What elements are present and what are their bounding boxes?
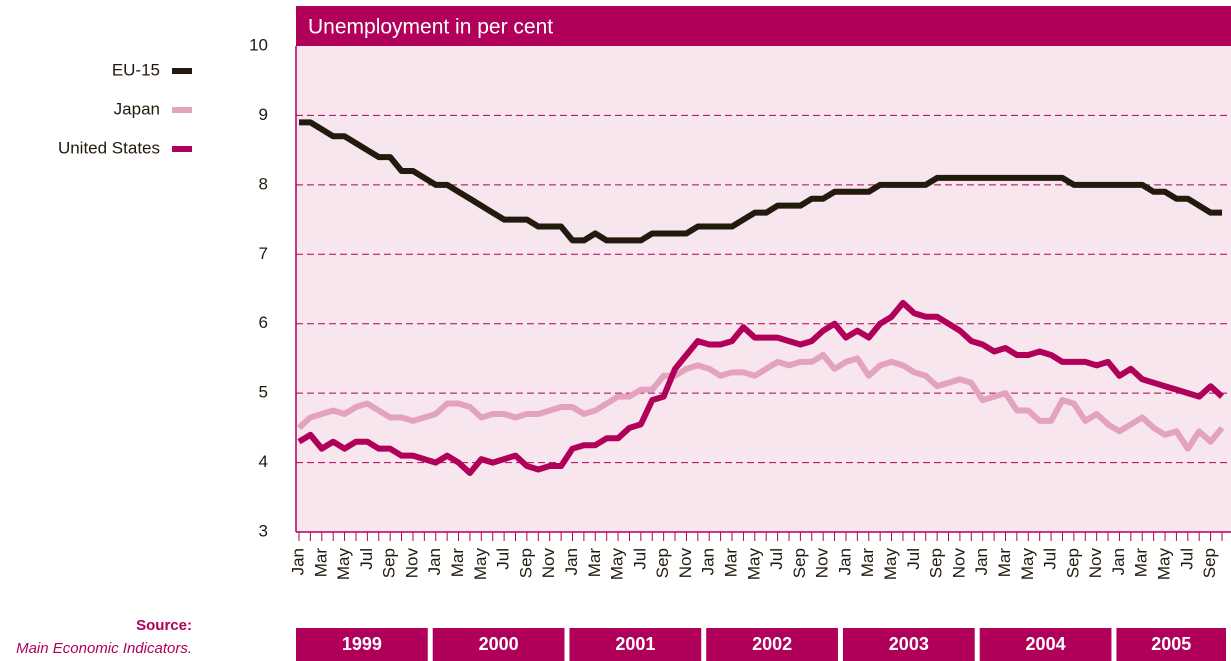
- x-tick-label: Jul: [630, 548, 649, 570]
- line-series: [299, 119, 1222, 244]
- y-tick-label: 3: [259, 521, 268, 540]
- legend-label: United States: [58, 138, 160, 157]
- x-tick-label: Jul: [1177, 548, 1196, 570]
- x-tick-label: Jan: [835, 548, 854, 575]
- x-tick-label: Sep: [1200, 548, 1219, 578]
- x-tick-label: Jul: [767, 548, 786, 570]
- x-tick-label: Jan: [562, 548, 581, 575]
- x-tick-label: Jan: [425, 548, 444, 575]
- year-band: [706, 628, 838, 661]
- y-tick-label: 4: [259, 452, 268, 471]
- x-tick-label: May: [1018, 548, 1037, 581]
- year-band: [842, 628, 975, 661]
- chart-title: Unemployment in per cent: [308, 16, 553, 39]
- x-tick-label: May: [608, 548, 627, 581]
- x-tick-label: Sep: [790, 548, 809, 578]
- x-tick-label: Nov: [813, 548, 832, 579]
- source-label: Source:: [136, 617, 192, 634]
- x-tick-label: Mar: [1132, 548, 1151, 578]
- year-band: [296, 628, 428, 661]
- x-tick-label: Sep: [380, 548, 399, 578]
- x-tick-label: Mar: [858, 548, 877, 578]
- y-tick-label: 7: [259, 244, 268, 263]
- line-series: [297, 299, 1225, 476]
- plot-background: [296, 46, 1231, 532]
- y-tick-label: 10: [249, 35, 268, 54]
- legend-label: Japan: [114, 99, 160, 118]
- x-tick-label: Sep: [653, 548, 672, 578]
- x-tick-label: May: [881, 548, 900, 581]
- x-tick-label: Sep: [927, 548, 946, 578]
- year-band: [432, 628, 565, 661]
- x-tick-label: May: [1155, 548, 1174, 581]
- x-tick-label: Mar: [995, 548, 1014, 578]
- x-tick-label: Nov: [539, 548, 558, 579]
- year-label: 1999: [342, 634, 382, 654]
- year-label: 2003: [889, 634, 929, 654]
- x-tick-label: May: [744, 548, 763, 581]
- legend-label: EU-15: [112, 60, 160, 79]
- x-tick-label: Sep: [1063, 548, 1082, 578]
- x-tick-label: May: [471, 548, 490, 581]
- year-band: [979, 628, 1112, 661]
- x-tick-label: Jul: [1041, 548, 1060, 570]
- x-tick-label: Jan: [288, 548, 307, 575]
- x-tick-label: May: [334, 548, 353, 581]
- x-tick-label: Mar: [585, 548, 604, 578]
- x-tick-label: Mar: [448, 548, 467, 578]
- year-band: [1116, 628, 1226, 661]
- x-tick-label: Nov: [1086, 548, 1105, 579]
- x-tick-label: Jan: [1109, 548, 1128, 575]
- x-tick-label: Jan: [699, 548, 718, 575]
- y-tick-label: 6: [259, 313, 268, 332]
- x-tick-label: Nov: [676, 548, 695, 579]
- x-tick-label: Nov: [402, 548, 421, 579]
- title-bar: [296, 6, 1231, 46]
- y-tick-label: 8: [259, 174, 268, 193]
- line-series: [296, 351, 1225, 452]
- x-tick-label: Jul: [357, 548, 376, 570]
- x-tick-label: Nov: [949, 548, 968, 579]
- x-tick-label: Jan: [972, 548, 991, 575]
- year-label: 2004: [1026, 634, 1066, 654]
- source: Main Economic Indicators.: [16, 640, 192, 657]
- y-tick-label: 9: [259, 105, 268, 124]
- year-label: 2002: [752, 634, 792, 654]
- year-band: [569, 628, 702, 661]
- x-tick-label: Jul: [494, 548, 513, 570]
- y-tick-label: 5: [259, 383, 268, 402]
- year-label: 2005: [1151, 634, 1191, 654]
- x-tick-label: Mar: [721, 548, 740, 578]
- x-tick-label: Sep: [516, 548, 535, 578]
- x-tick-label: Jul: [904, 548, 923, 570]
- x-tick-label: Mar: [311, 548, 330, 578]
- year-label: 2000: [479, 634, 519, 654]
- year-label: 2001: [615, 634, 655, 654]
